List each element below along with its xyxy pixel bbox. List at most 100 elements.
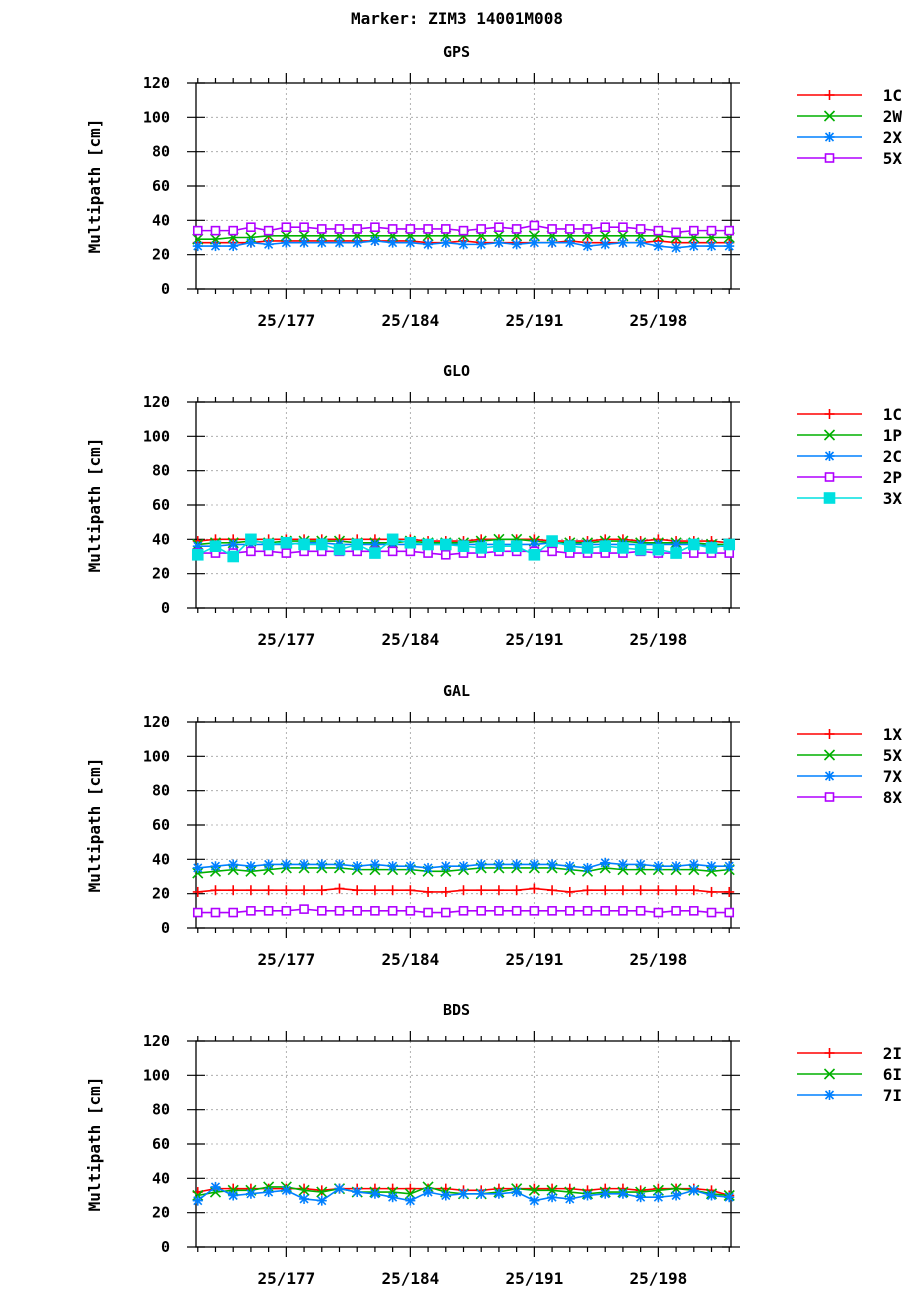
data-point	[423, 862, 434, 873]
x-tick-label: 25/177	[257, 950, 315, 969]
data-point	[405, 861, 416, 872]
data-point	[210, 241, 221, 252]
data-point	[529, 883, 540, 894]
data-point	[635, 859, 646, 870]
data-point	[281, 885, 292, 896]
data-point	[440, 1190, 451, 1201]
data-point	[581, 542, 594, 554]
legend-marker	[824, 409, 835, 419]
data-point	[387, 1192, 398, 1203]
data-point	[209, 540, 222, 553]
chart-panel-bds: BDS 0 20 40 60 80 100 120 25/177 25/184 25/191 25/1…	[85, 1001, 902, 1288]
data-point	[706, 861, 717, 872]
data-point	[634, 543, 647, 556]
data-point	[316, 237, 327, 248]
legend-marker	[824, 729, 835, 739]
legend-marker	[823, 429, 836, 441]
data-point	[210, 861, 221, 872]
data-point	[228, 241, 239, 252]
legend-entry-2w: 2W	[797, 107, 902, 126]
data-point	[440, 907, 451, 918]
y-tick-label: 60	[152, 1135, 170, 1153]
data-point	[457, 540, 470, 553]
data-point	[210, 885, 221, 896]
data-point	[705, 542, 718, 554]
data-point	[440, 237, 451, 248]
data-point	[635, 1186, 647, 1198]
x-ticks	[197, 73, 730, 299]
data-point	[298, 1184, 310, 1196]
data-point	[298, 538, 310, 551]
data-point	[281, 859, 292, 870]
x-tick-label: 25/198	[629, 311, 687, 330]
panel-title: GPS	[443, 43, 470, 61]
data-point	[458, 225, 469, 236]
legend-label: 3X	[883, 489, 903, 508]
data-point	[652, 543, 665, 556]
legend-marker	[824, 792, 835, 802]
data-point	[635, 864, 647, 876]
data-point	[671, 242, 682, 253]
data-point	[706, 241, 717, 252]
data-point	[617, 237, 628, 248]
data-point	[547, 859, 558, 870]
panel-title: GAL	[443, 682, 470, 700]
data-point	[334, 1183, 345, 1194]
y-tick-label: 80	[152, 143, 170, 161]
y-tick-label: 60	[152, 496, 170, 514]
data-point	[511, 906, 522, 916]
x-ticks	[197, 392, 730, 618]
data-point	[405, 1195, 416, 1206]
data-point	[724, 1192, 735, 1203]
legend-marker	[824, 451, 835, 461]
data-point	[228, 885, 239, 896]
data-point	[635, 224, 646, 234]
data-point	[299, 222, 309, 232]
legend-label: 2I	[883, 1044, 902, 1063]
data-point	[299, 237, 310, 248]
data-point	[458, 1188, 469, 1199]
data-point	[192, 225, 203, 236]
legend-marker	[824, 132, 835, 142]
data-point	[387, 224, 398, 234]
data-point	[493, 859, 504, 870]
data-point	[263, 225, 274, 236]
y-ticks	[187, 721, 740, 929]
data-point	[724, 241, 735, 252]
data-point	[245, 237, 256, 248]
data-point	[387, 1186, 399, 1198]
data-point	[423, 239, 434, 250]
data-point	[529, 220, 540, 231]
legend-label: 5X	[883, 746, 903, 765]
legend-entry-2i: 2I	[797, 1044, 902, 1063]
x-tick-label: 25/198	[629, 1269, 687, 1288]
data-point	[370, 222, 380, 232]
legend-label: 1P	[883, 426, 902, 445]
data-point	[316, 906, 327, 916]
data-point	[299, 904, 309, 914]
gridlines	[196, 1041, 731, 1247]
data-point	[191, 548, 204, 561]
data-point	[263, 864, 275, 876]
panel-title: GLO	[443, 362, 470, 380]
data-point	[582, 224, 593, 234]
data-point	[440, 549, 451, 560]
data-point	[352, 885, 363, 896]
y-tick-label: 20	[152, 565, 170, 583]
data-point	[724, 907, 735, 918]
data-point	[369, 230, 381, 242]
data-point	[316, 1186, 328, 1198]
data-point	[299, 1183, 310, 1194]
data-point	[334, 883, 345, 894]
data-point	[547, 906, 557, 916]
data-point	[299, 1193, 310, 1204]
data-point	[245, 885, 256, 896]
x-tick-label: 25/184	[381, 950, 439, 969]
data-point	[369, 859, 380, 870]
series-2x	[192, 235, 735, 253]
data-point	[316, 859, 327, 870]
y-tick-label: 120	[143, 713, 170, 731]
data-point	[316, 1195, 327, 1206]
figure-title: Marker: ZIM3 14001M008	[351, 9, 563, 28]
x-tick-label: 25/184	[381, 311, 439, 330]
